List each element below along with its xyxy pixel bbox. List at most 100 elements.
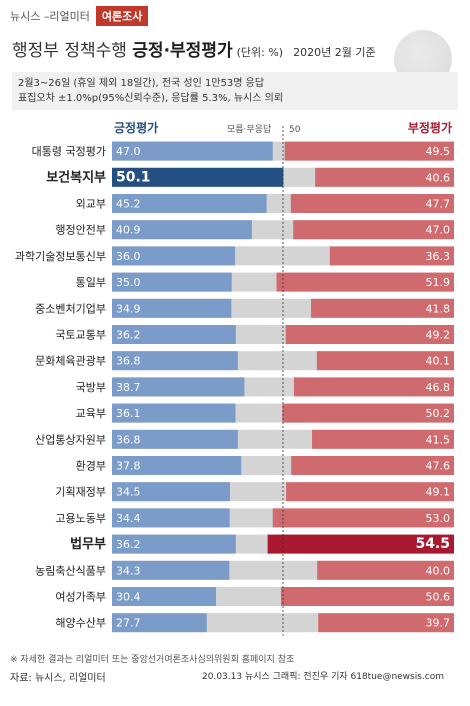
- bar-positive: [112, 429, 238, 449]
- negative-value: 47.0: [426, 224, 451, 237]
- positive-value: 36.2: [116, 538, 141, 551]
- graphic-credit: 20.03.13 뉴시스 그래픽: 전진우 기자 618tue@newsis.c…: [202, 672, 445, 682]
- positive-value: 47.0: [116, 145, 141, 158]
- footnote: ※ 자세한 결과는 리얼미터 또는 중앙선거여론조사심의위원회 홈페이지 참조: [10, 655, 295, 665]
- negative-value: 40.6: [426, 171, 451, 184]
- title-highlight: 긍정·부정평가: [132, 41, 233, 61]
- bar-positive: [112, 534, 236, 554]
- negative-value: 49.5: [426, 145, 451, 158]
- category-label: 문화체육관광부: [35, 355, 106, 368]
- positive-value: 38.7: [116, 381, 141, 394]
- category-label: 교육부: [76, 407, 106, 420]
- positive-value: 37.8: [116, 460, 141, 473]
- positive-value: 30.4: [116, 591, 141, 604]
- category-label: 행정안전부: [55, 224, 106, 237]
- bar-negative: [290, 194, 454, 213]
- bar-negative: [329, 246, 454, 266]
- bar-negative: [315, 167, 454, 187]
- bar-negative: [276, 272, 454, 292]
- brand-label: 뉴시스 –리얼미터: [10, 10, 90, 23]
- negative-value: 40.0: [426, 564, 451, 577]
- positive-value: 34.3: [116, 564, 141, 577]
- negative-value: 41.8: [426, 302, 451, 315]
- bar-positive: [112, 403, 236, 423]
- bar-negative: [293, 220, 454, 240]
- bar-positive: [112, 272, 232, 292]
- category-label: 중소벤처기업부: [35, 302, 106, 315]
- bar-positive: [112, 246, 236, 266]
- positive-value: 34.5: [116, 486, 141, 499]
- bar-positive: [112, 456, 242, 475]
- category-label: 여성가족부: [55, 591, 106, 604]
- positive-value: 36.1: [116, 407, 141, 420]
- bar-positive: [112, 482, 230, 502]
- category-label: 법무부: [70, 536, 106, 552]
- negative-value: 50.6: [426, 591, 451, 604]
- bar-negative: [293, 377, 454, 397]
- category-label: 고용노동부: [55, 512, 106, 525]
- bar-negative: [317, 560, 454, 580]
- bar-negative: [312, 429, 454, 449]
- bar-positive: [112, 351, 238, 371]
- bar-positive: [112, 220, 252, 240]
- positive-value: 34.4: [116, 512, 141, 525]
- category-label: 국방부: [76, 381, 106, 394]
- bar-positive: [112, 613, 207, 633]
- negative-value: 54.5: [415, 536, 450, 552]
- bar-negative: [316, 351, 454, 371]
- positive-value: 40.9: [116, 224, 141, 237]
- category-label: 농림축산식품부: [35, 564, 106, 577]
- poll-badge: 여론조사: [95, 6, 149, 26]
- bar-negative: [272, 508, 454, 528]
- category-label: 대통령 국정평가: [32, 145, 106, 158]
- bar-positive: [112, 325, 236, 344]
- bar-negative: [291, 456, 454, 475]
- negative-value: 40.1: [426, 355, 451, 368]
- negative-value: 39.7: [426, 617, 451, 630]
- negative-value: 49.2: [426, 329, 451, 342]
- category-label: 기획재정부: [55, 486, 106, 499]
- legend-neutral: 모름·무응답: [227, 123, 271, 135]
- bar-negative: [267, 534, 454, 554]
- bar-positive: [112, 560, 230, 580]
- negative-value: 51.9: [426, 276, 451, 289]
- negative-value: 36.3: [426, 250, 451, 263]
- negative-value: 53.0: [426, 512, 451, 525]
- positive-value: 36.8: [116, 433, 141, 446]
- bar-negative: [318, 613, 454, 633]
- positive-value: 27.7: [116, 617, 141, 630]
- positive-value: 36.2: [116, 329, 141, 342]
- legend-positive: 긍정평가: [114, 120, 158, 135]
- negative-value: 41.5: [426, 433, 451, 446]
- category-label: 통일부: [76, 275, 106, 289]
- title-date: 2020년 2월 기준: [293, 46, 376, 59]
- title-prefix: 행정부 정책수행: [12, 41, 133, 61]
- bar-negative: [311, 298, 454, 318]
- negative-value: 47.7: [426, 198, 451, 211]
- bar-positive: [112, 194, 267, 213]
- positive-value: 36.0: [116, 250, 141, 263]
- negative-value: 46.8: [426, 381, 451, 394]
- bar-positive: [112, 587, 216, 606]
- negative-value: 49.1: [426, 486, 451, 499]
- positive-value: 35.0: [116, 276, 141, 289]
- survey-info-box: 2월3~26일 (휴일 제외 18일간), 전국 성인 1만53명 응답 표집오…: [12, 72, 458, 110]
- bar-positive: [112, 298, 232, 318]
- category-label: 과학기술정보통신부: [15, 250, 106, 263]
- legend-midline-value: 50: [289, 125, 301, 135]
- bar-negative: [286, 482, 454, 502]
- bar-positive: [112, 377, 245, 397]
- category-label: 국토교통부: [55, 329, 106, 342]
- header-bar: 뉴시스 –리얼미터 여론조사: [10, 6, 149, 26]
- category-label: 보건복지부: [46, 169, 106, 185]
- bar-positive: [112, 508, 230, 528]
- positive-value: 45.2: [116, 198, 141, 211]
- positive-value: 36.8: [116, 355, 141, 368]
- source-label: 자료: 뉴시스, 리얼미터: [10, 673, 106, 684]
- chart-title: 행정부 정책수행 긍정·부정평가 (단위: %) 2020년 2월 기준: [12, 36, 376, 61]
- category-label: 외교부: [76, 198, 106, 211]
- bar-negative: [284, 141, 454, 161]
- survey-info-line1: 2월3~26일 (휴일 제외 18일간), 전국 성인 1만53명 응답: [18, 78, 265, 89]
- bar-negative: [280, 587, 454, 606]
